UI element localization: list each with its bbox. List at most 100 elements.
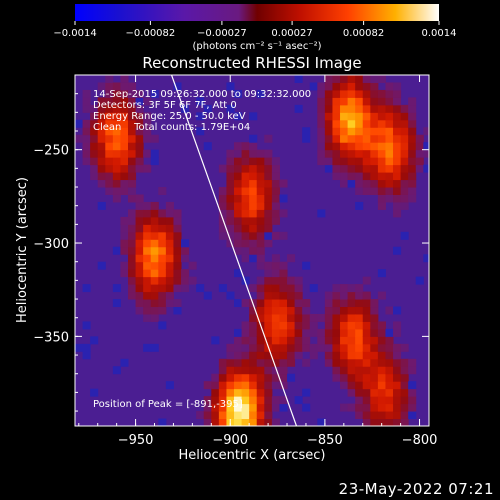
heatmap-cell bbox=[355, 373, 364, 382]
heatmap-cell bbox=[317, 157, 326, 166]
heatmap-cell bbox=[264, 306, 273, 315]
heatmap-cell bbox=[150, 89, 159, 98]
heatmap-cell bbox=[362, 187, 371, 195]
heatmap-cell bbox=[105, 112, 114, 121]
heatmap-cell bbox=[264, 403, 273, 412]
heatmap-cell bbox=[135, 246, 144, 255]
heatmap-cell bbox=[226, 82, 235, 91]
heatmap-cell bbox=[377, 157, 386, 166]
heatmap-cell bbox=[355, 75, 364, 83]
heatmap-cell bbox=[271, 343, 280, 352]
heatmap-cell bbox=[400, 104, 409, 113]
heatmap-cell bbox=[226, 149, 235, 158]
heatmap-cell bbox=[256, 299, 265, 308]
heatmap-cell bbox=[249, 231, 258, 240]
heatmap-cell bbox=[385, 194, 394, 203]
heatmap-cell bbox=[408, 127, 417, 136]
heatmap-cell bbox=[340, 321, 349, 330]
heatmap-cell bbox=[234, 187, 243, 195]
heatmap-cell bbox=[112, 246, 121, 255]
heatmap-cell bbox=[135, 157, 144, 166]
heatmap-cell bbox=[97, 149, 106, 158]
heatmap-cell bbox=[165, 231, 174, 240]
heatmap-cell bbox=[226, 216, 235, 225]
heatmap-cell bbox=[128, 82, 137, 91]
heatmap-cell bbox=[128, 284, 137, 293]
heatmap-cell bbox=[332, 351, 341, 360]
heatmap-cell bbox=[218, 231, 227, 240]
heatmap-cell bbox=[408, 119, 417, 128]
heatmap-cell bbox=[173, 239, 182, 248]
heatmap-cell bbox=[241, 201, 250, 210]
heatmap-cell bbox=[143, 246, 152, 255]
heatmap-cell bbox=[120, 142, 129, 151]
heatmap-cell bbox=[408, 104, 417, 113]
heatmap-cell bbox=[203, 381, 212, 390]
heatmap-cell bbox=[340, 134, 349, 143]
heatmap-cell bbox=[393, 209, 402, 218]
heatmap-cell bbox=[82, 321, 91, 330]
heatmap-cell bbox=[128, 194, 137, 203]
heatmap-cell bbox=[355, 142, 364, 151]
heatmap-cell bbox=[362, 179, 371, 188]
heatmap-cell bbox=[158, 187, 167, 195]
heatmap-cell bbox=[385, 418, 394, 426]
heatmap-cell bbox=[90, 127, 99, 136]
heatmap-cell bbox=[302, 306, 311, 315]
heatmap-cell bbox=[249, 194, 258, 203]
y-axis-label: Heliocentric Y (arcsec) bbox=[15, 177, 30, 323]
heatmap-cell bbox=[377, 104, 386, 113]
heatmap-cell bbox=[218, 209, 227, 218]
heatmap-cell bbox=[355, 179, 364, 188]
heatmap-cell bbox=[302, 321, 311, 330]
heatmap-cell bbox=[393, 97, 402, 106]
heatmap-cell bbox=[377, 194, 386, 203]
heatmap-cell bbox=[347, 112, 356, 121]
heatmap-cell bbox=[120, 119, 129, 128]
heatmap-cell bbox=[249, 396, 258, 405]
heatmap-cell bbox=[234, 112, 243, 121]
heatmap-cell bbox=[264, 134, 273, 143]
heatmap-cell bbox=[165, 261, 174, 270]
heatmap-cell bbox=[362, 299, 371, 308]
heatmap-cell bbox=[158, 306, 167, 315]
heatmap-cell bbox=[120, 97, 129, 106]
heatmap-cell bbox=[128, 134, 137, 143]
heatmap-cell bbox=[82, 284, 91, 293]
heatmap-cell bbox=[377, 134, 386, 143]
heatmap-cell bbox=[241, 164, 250, 173]
heatmap-cell bbox=[120, 127, 129, 136]
heatmap-cell bbox=[271, 366, 280, 375]
heatmap-cell bbox=[218, 388, 227, 397]
heatmap-cell bbox=[385, 411, 394, 420]
heatmap-cell bbox=[256, 149, 265, 158]
heatmap-cell bbox=[173, 254, 182, 263]
heatmap-cell bbox=[226, 164, 235, 173]
heatmap-cell bbox=[377, 396, 386, 405]
heatmap-cell bbox=[340, 75, 349, 83]
heatmap-cell bbox=[112, 179, 121, 188]
heatmap-cell bbox=[234, 299, 243, 308]
heatmap-cell bbox=[234, 396, 243, 405]
heatmap-cell bbox=[287, 328, 296, 337]
heatmap-cell bbox=[165, 216, 174, 225]
heatmap-cell bbox=[264, 351, 273, 360]
heatmap-cell bbox=[173, 299, 182, 308]
heatmap-cell bbox=[370, 313, 379, 322]
heatmap-cell bbox=[347, 299, 356, 308]
heatmap-cell bbox=[226, 239, 235, 248]
heatmap-cell bbox=[287, 351, 296, 360]
heatmap-cell bbox=[362, 89, 371, 98]
heatmap-cell bbox=[408, 411, 417, 420]
heatmap-cell bbox=[211, 418, 220, 426]
heatmap-cell bbox=[385, 149, 394, 158]
heatmap-cell bbox=[377, 172, 386, 181]
heatmap-cell bbox=[385, 396, 394, 405]
heatmap-cell bbox=[143, 134, 152, 143]
heatmap-cell bbox=[385, 366, 394, 375]
heatmap-cell bbox=[324, 82, 333, 91]
heatmap-cell bbox=[188, 261, 197, 270]
heatmap-cell bbox=[279, 284, 288, 293]
heatmap-cell bbox=[393, 179, 402, 188]
heatmap-cell bbox=[347, 358, 356, 367]
